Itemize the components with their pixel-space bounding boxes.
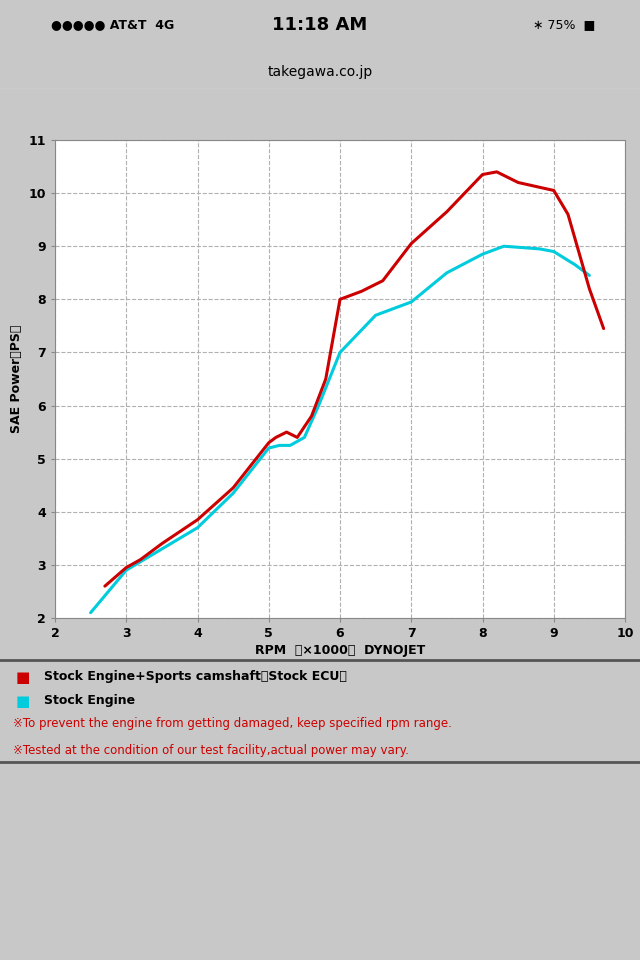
Text: ■: ■ [16,670,30,685]
Text: Stock Engine: Stock Engine [44,694,134,707]
X-axis label: RPM  （×1000）  DYNOJET: RPM （×1000） DYNOJET [255,644,425,658]
Text: ■: ■ [16,694,30,708]
Text: ●●●●● AT&T  4G: ●●●●● AT&T 4G [51,18,175,31]
Text: Stock Engine+Sports camshaft（Stock ECU）: Stock Engine+Sports camshaft（Stock ECU） [44,670,346,684]
Text: 11:18 AM: 11:18 AM [273,15,367,34]
Text: ※Tested at the condition of our test facility,actual power may vary.: ※Tested at the condition of our test fac… [13,744,409,756]
Text: ※To prevent the engine from getting damaged, keep specified rpm range.: ※To prevent the engine from getting dama… [13,717,452,731]
Text: takegawa.co.jp: takegawa.co.jp [268,65,372,79]
Text: ∗ 75%  ■: ∗ 75% ■ [533,18,595,31]
Y-axis label: SAE Power（PS）: SAE Power（PS） [10,324,23,433]
